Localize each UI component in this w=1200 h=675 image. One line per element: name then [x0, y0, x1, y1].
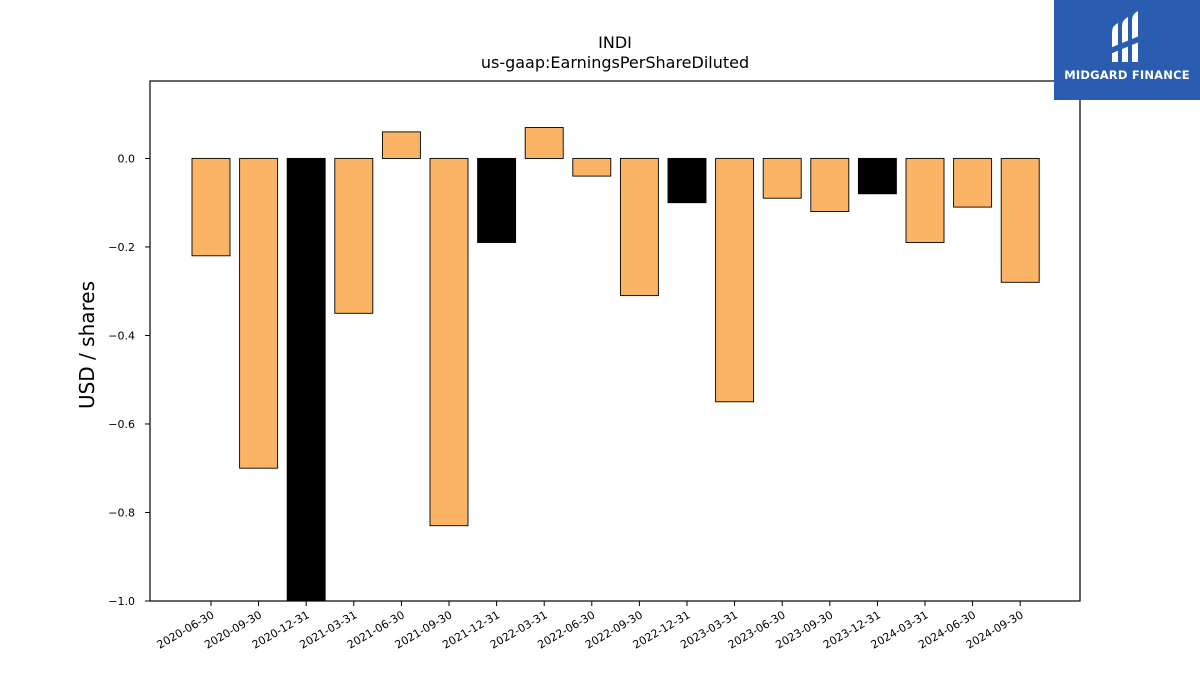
- chart-title: INDI: [598, 33, 632, 52]
- bars-group: [191, 127, 1040, 601]
- bar-2020-09-30: [239, 157, 279, 469]
- bar-2021-06-30: [381, 131, 421, 159]
- logo-mark-icon: [1110, 11, 1144, 62]
- plot-frame: [149, 80, 1081, 602]
- bar-2022-06-30: [572, 157, 612, 177]
- chart-subtitle: us-gaap:EarningsPerShareDiluted: [480, 53, 750, 72]
- bar-2021-03-31: [334, 157, 374, 314]
- y-tick-label: −0.2: [108, 241, 135, 254]
- y-tick-label: −0.4: [108, 329, 135, 342]
- bar-2020-06-30: [191, 157, 231, 257]
- y-tick-label: −0.6: [108, 418, 135, 431]
- y-axis-label: USD / shares: [75, 281, 99, 409]
- bar-2022-09-30: [619, 157, 659, 297]
- y-tick-label: 0.0: [118, 152, 136, 165]
- bar-2022-12-31: [667, 157, 707, 204]
- bar-2024-06-30: [953, 157, 993, 208]
- y-tick-label: −0.8: [108, 506, 135, 519]
- bar-2021-12-31: [477, 157, 517, 243]
- bar-2023-06-30: [762, 157, 802, 199]
- bar-2023-12-31: [857, 157, 897, 195]
- bar-2024-03-31: [905, 157, 945, 243]
- bar-2021-09-30: [429, 157, 469, 527]
- bar-2020-12-31: [286, 157, 326, 601]
- bar-2023-09-30: [810, 157, 850, 212]
- midgard-finance-logo: MIDGARD FINANCE: [1054, 0, 1200, 100]
- bar-2023-03-31: [715, 157, 755, 403]
- logo-text: MIDGARD FINANCE: [1064, 68, 1190, 82]
- y-tick-label: −1.0: [108, 595, 135, 608]
- bar-2022-03-31: [524, 127, 564, 159]
- bar-2024-09-30: [1000, 157, 1040, 283]
